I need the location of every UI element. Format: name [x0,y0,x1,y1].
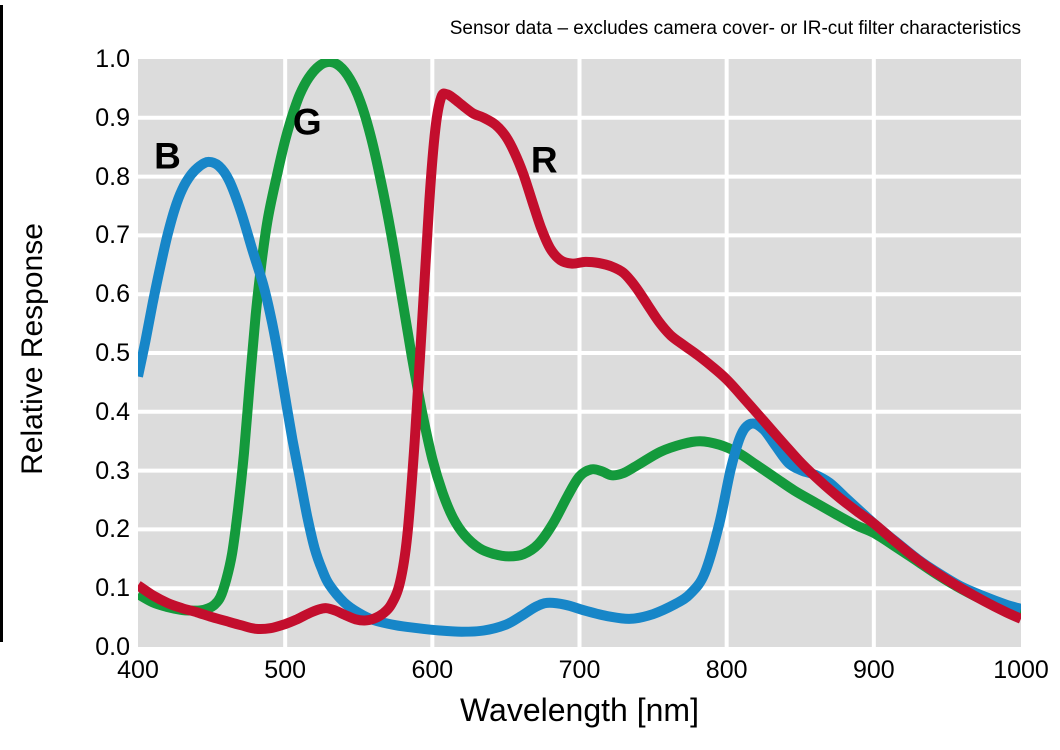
y-tick-label: 0.0 [95,633,130,661]
y-tick-label: 0.2 [95,515,130,544]
curve-label-R: R [531,140,558,181]
y-tick-label: 0.5 [95,339,130,367]
x-tick-label: 900 [852,656,895,684]
curve-label-G: G [293,101,322,142]
x-tick-label: 600 [411,656,454,684]
series-G-curve [138,59,1021,619]
y-tick-label: 0.1 [95,574,130,603]
x-tick-label: 400 [117,656,159,684]
x-tick-label: 500 [264,656,307,684]
y-axis-label: Relative Response [16,223,49,475]
y-tick-label: 0.6 [95,280,130,309]
y-tick-label: 0.8 [95,162,130,191]
figure-edge-line [0,5,3,642]
curve-label-B: B [154,136,181,177]
x-axis-label: Wavelength [nm] [460,692,699,728]
x-tick-label: 1000 [993,656,1049,684]
chart-title: Sensor data – excludes camera cover- or … [449,18,1021,39]
y-tick-label: 0.3 [95,456,130,485]
y-tick-label: 0.9 [95,103,130,132]
x-tick-label: 700 [558,656,601,684]
plot-svg: BGR [138,59,1021,647]
series-R-curve [138,88,1021,635]
y-tick-label: 0.4 [95,397,130,426]
x-tick-label: 800 [705,656,748,684]
y-tick-label: 0.7 [95,221,130,250]
y-tick-label: 1.0 [95,45,130,73]
